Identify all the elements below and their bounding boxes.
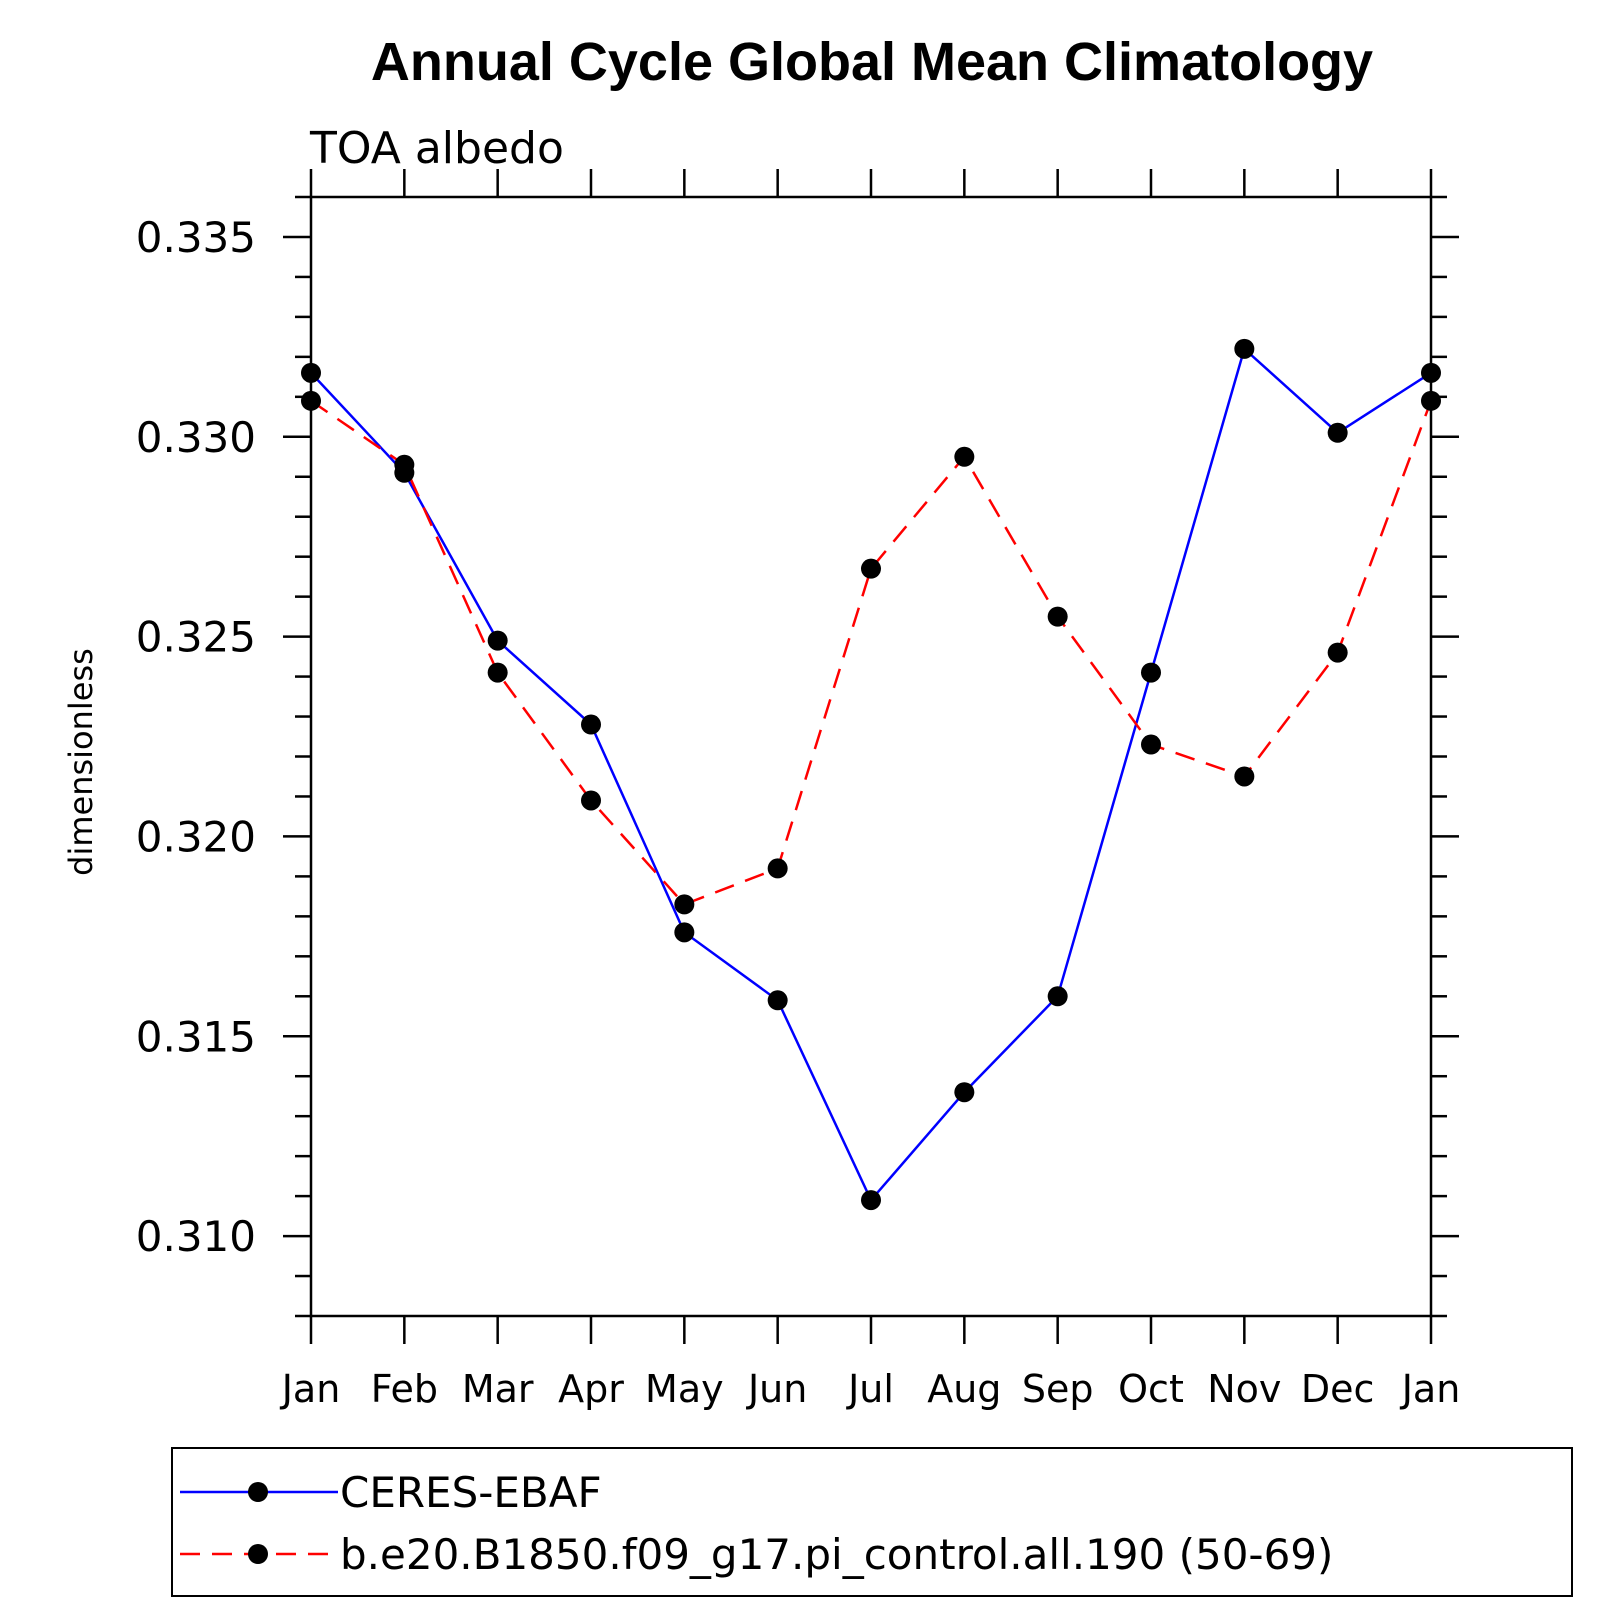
series-1-point <box>1047 986 1068 1007</box>
y-tick-label: 0.315 <box>136 1012 256 1061</box>
series-1-point <box>1234 338 1255 359</box>
series-2-point <box>1047 606 1068 627</box>
legend-label-2: b.e20.B1850.f09_g17.pi_control.all.190 (… <box>340 1530 1333 1579</box>
y-tick-label: 0.310 <box>136 1212 256 1261</box>
series-1-point <box>767 990 788 1011</box>
series-line-2 <box>310 399 1433 906</box>
series-2-point <box>954 446 975 467</box>
series-1-point <box>861 1190 881 1211</box>
legend-box <box>171 1447 1573 1597</box>
legend: CERES-EBAF b.e20.B1850.f09_g17.pi_control… <box>171 1447 1573 1597</box>
x-tick-label: Jan <box>1400 1367 1461 1411</box>
series-2-point <box>487 662 508 683</box>
x-tick-label: Jan <box>280 1367 341 1411</box>
series-2-point <box>581 790 601 811</box>
series-1-point <box>581 714 601 735</box>
x-tick-label: Mar <box>462 1367 534 1411</box>
series-2-point <box>1234 766 1255 787</box>
series-line-1 <box>310 346 1432 1203</box>
series-2-point <box>674 894 695 915</box>
x-tick-label: Apr <box>558 1367 624 1411</box>
series-1-point <box>674 922 695 943</box>
series-2-point <box>301 390 321 411</box>
y-tick-label: 0.330 <box>136 413 256 462</box>
x-tick-label: Aug <box>927 1367 1001 1411</box>
legend-marker-2 <box>248 1544 268 1564</box>
x-tick-label: May <box>645 1367 724 1411</box>
series-2-point <box>394 454 415 475</box>
x-tick-label: Jul <box>846 1367 894 1411</box>
chart-title: Annual Cycle Global Mean Climatology <box>371 32 1373 92</box>
series-2-point <box>861 558 881 579</box>
x-tick-label: Nov <box>1207 1367 1281 1411</box>
series-1-point <box>301 362 321 383</box>
legend-label-1: CERES-EBAF <box>340 1468 602 1517</box>
series-1-point <box>1421 362 1441 383</box>
x-tick-label: Jun <box>746 1367 807 1411</box>
series-1-point <box>487 630 508 651</box>
y-axis-label: dimensionless <box>62 648 100 876</box>
x-tick-label: Dec <box>1301 1367 1375 1411</box>
series-1-point <box>1327 422 1348 443</box>
axes: Jan Feb Mar Apr May Jun Jul Aug Sep Oct Nov Dec Jan 0… <box>136 169 1461 1411</box>
x-tick-label: Oct <box>1118 1367 1184 1411</box>
series-2-point <box>1421 390 1441 411</box>
series-1-point <box>954 1082 975 1103</box>
series-layer <box>301 338 1441 1211</box>
chart-subtitle: TOA albedo <box>309 123 564 174</box>
series-2-point <box>767 858 788 879</box>
series-2-point <box>1141 734 1161 755</box>
x-tick-label: Sep <box>1022 1367 1094 1411</box>
legend-marker-1 <box>248 1482 268 1502</box>
x-tick-label: Feb <box>371 1367 438 1411</box>
series-2-point <box>1327 642 1348 663</box>
y-tick-label: 0.320 <box>136 812 256 861</box>
y-tick-label: 0.335 <box>136 213 256 262</box>
series-1-point <box>1141 662 1161 683</box>
y-tick-label: 0.325 <box>136 613 256 662</box>
